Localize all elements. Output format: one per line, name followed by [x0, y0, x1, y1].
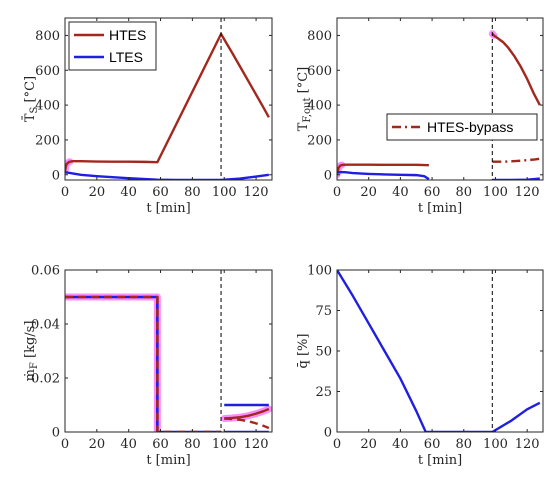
y-tick-label: 0.06: [31, 264, 60, 279]
y-tick-label: 800: [35, 29, 60, 44]
y-tick-label: 400: [307, 99, 332, 114]
y-tick-label: 600: [35, 64, 60, 79]
y-tick-label: 600: [307, 64, 332, 79]
x-tick-label: 100: [483, 185, 508, 200]
x-tick-label: 60: [152, 185, 169, 200]
x-tick-label: 120: [244, 437, 269, 452]
y-tick-label: 0: [324, 168, 332, 183]
x-tick-label: 0: [333, 185, 341, 200]
y-tick-label: 0.04: [31, 318, 60, 333]
x-tick-label: 100: [212, 437, 237, 452]
x-tick-label: 60: [152, 437, 169, 452]
legend-label: HTES: [109, 27, 146, 43]
x-tick-label: 20: [89, 437, 106, 452]
y-tick-label: 800: [307, 29, 332, 44]
x-tick-label: 0: [61, 185, 69, 200]
chart-panel-2: 0 20 40 60 80 100 120 0 200 400 600 800 t [min] TF,ou…: [296, 17, 544, 216]
x-tick-label: 60: [424, 185, 441, 200]
x-tick-label: 40: [392, 185, 409, 200]
x-tick-label: 120: [515, 185, 540, 200]
chart-panel-3: 0 20 40 60 80 100 120 0 0.02 0.04 0.06 t [min] ṁF [k…: [23, 264, 273, 468]
x-tick-label: 40: [120, 437, 137, 452]
x-tick-label: 120: [515, 437, 540, 452]
x-tick-label: 100: [212, 185, 237, 200]
x-axis-label: t [min]: [146, 453, 190, 468]
x-tick-label: 80: [455, 437, 472, 452]
y-tick-label: 100: [307, 264, 332, 279]
series-line-4-1: [224, 417, 270, 430]
y-tick-label: 0: [52, 426, 60, 441]
series-line-1-2: [491, 32, 541, 106]
x-axis-label: t [min]: [418, 201, 462, 216]
x-tick-label: 60: [424, 437, 441, 452]
series-line-1-1: [65, 32, 270, 172]
legend: HTES-bypass: [386, 113, 538, 141]
x-tick-label: 40: [392, 437, 409, 452]
y-tick-label: 200: [35, 133, 60, 148]
axes-frame: [336, 17, 544, 181]
legend: HTES LTES: [68, 21, 157, 71]
x-tick-label: 80: [455, 185, 472, 200]
y-tick-label: 75: [315, 304, 332, 319]
y-axis-label: TF,out [°C]: [296, 67, 313, 131]
plot-lines: [337, 270, 541, 432]
y-tick-label: 0: [52, 168, 60, 183]
y-tick-label: 0.02: [31, 372, 60, 387]
legend-label: HTES-bypass: [427, 119, 513, 135]
x-axis-label: t [min]: [146, 201, 190, 216]
axes-frame: [64, 269, 273, 433]
series-line-2-1: [492, 157, 541, 163]
plot-area: [337, 270, 543, 432]
axes-frame: [64, 17, 273, 181]
series-line-1-1: [337, 163, 429, 176]
legend-label: LTES: [109, 49, 143, 65]
x-tick-label: 0: [61, 437, 69, 452]
y-tick-label: 200: [307, 133, 332, 148]
x-axis-label: t [min]: [418, 453, 462, 468]
y-axis-label: q̄ [%]: [296, 334, 311, 369]
y-tick-label: 25: [315, 385, 332, 400]
x-tick-label: 100: [483, 437, 508, 452]
x-tick-label: 20: [360, 185, 377, 200]
x-tick-label: 40: [120, 185, 137, 200]
x-tick-label: 120: [244, 185, 269, 200]
series-line-2-1: [65, 295, 222, 432]
plot-lines: [65, 293, 272, 432]
x-tick-label: 80: [184, 185, 201, 200]
series-line-3-1: [337, 170, 430, 180]
x-tick-label: 0: [333, 437, 341, 452]
y-tick-label: 0: [324, 426, 332, 441]
x-tick-label: 20: [89, 185, 106, 200]
legend-box: [68, 21, 157, 71]
y-tick-label: 50: [315, 345, 332, 360]
x-tick-label: 80: [184, 437, 201, 452]
plot-area: [337, 18, 543, 180]
y-tick-label: 400: [35, 99, 60, 114]
x-tick-label: 20: [360, 437, 377, 452]
chart-panel-1: 0 20 40 60 80 100 120 0 200 400 600 800 t [min] T̄S […: [22, 17, 273, 216]
y-axis-label: T̄S [°C]: [22, 76, 40, 122]
y-axis-label: ṁF [kg/s]: [23, 321, 40, 382]
series-line-1-1: [337, 270, 541, 432]
chart-panel-4: 0 20 40 60 80 100 120 0 25 50 75 100 t [min] q̄ [%]: [296, 264, 544, 468]
